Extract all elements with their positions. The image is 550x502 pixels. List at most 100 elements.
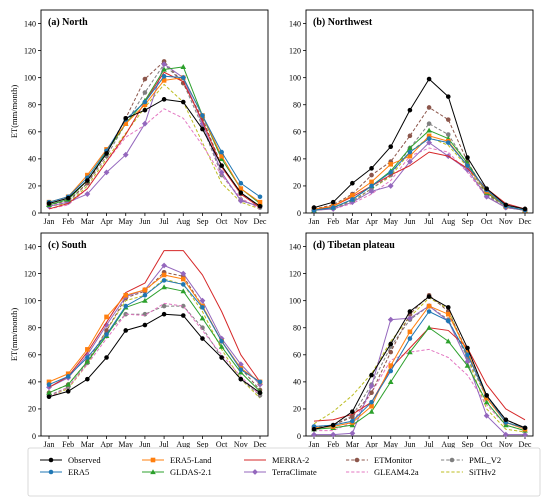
legend-entry-merra-2: MERRA-2 bbox=[244, 455, 309, 465]
data-point bbox=[464, 362, 471, 368]
data-point bbox=[445, 305, 451, 310]
data-point bbox=[142, 292, 148, 298]
data-point bbox=[484, 395, 489, 401]
series-merra-2 bbox=[313, 327, 526, 422]
x-tick-label: May bbox=[118, 217, 133, 226]
data-point bbox=[426, 303, 432, 309]
series-line-era5 bbox=[48, 279, 261, 386]
legend-entry-era5-land: ERA5-Land bbox=[142, 455, 212, 465]
data-point bbox=[103, 322, 110, 328]
panel-title: (b) Northwest bbox=[313, 17, 373, 28]
data-point bbox=[465, 352, 470, 358]
x-tick-label: Jul bbox=[424, 440, 434, 449]
data-point bbox=[257, 390, 263, 395]
data-point bbox=[465, 163, 470, 168]
y-tick-label: 40 bbox=[28, 155, 36, 164]
data-point bbox=[369, 372, 374, 378]
series-era5 bbox=[46, 74, 263, 205]
data-point bbox=[84, 358, 91, 364]
data-point bbox=[161, 74, 167, 79]
data-point bbox=[161, 262, 167, 269]
data-point bbox=[65, 374, 71, 379]
data-point bbox=[104, 151, 109, 156]
data-point bbox=[123, 328, 129, 333]
data-point bbox=[219, 153, 224, 159]
series-observed bbox=[311, 76, 528, 212]
data-point bbox=[161, 66, 167, 72]
x-tick-label: Jan bbox=[44, 440, 55, 449]
series-line-etmonitor bbox=[313, 294, 526, 429]
series-pml-v2 bbox=[311, 303, 528, 431]
y-tick-label: 100 bbox=[289, 73, 301, 82]
y-tick-label: 20 bbox=[293, 405, 301, 414]
legend-entry-pml-v2: PML_V2 bbox=[441, 455, 501, 465]
y-tick-label: 0 bbox=[32, 432, 36, 441]
data-point bbox=[426, 105, 432, 110]
data-point bbox=[350, 409, 355, 414]
series-era5 bbox=[311, 136, 528, 213]
x-tick-label: Nov bbox=[234, 217, 248, 226]
x-tick-label: Nov bbox=[234, 440, 248, 449]
x-tick-label: Aug bbox=[176, 217, 190, 226]
data-point bbox=[522, 431, 528, 438]
series-line-observed bbox=[313, 78, 526, 210]
legend-label: MERRA-2 bbox=[272, 455, 309, 465]
legend-entry-gleam4-2a: GLEAM4.2a bbox=[346, 467, 419, 477]
data-point bbox=[46, 389, 52, 395]
data-point bbox=[46, 394, 52, 400]
y-tick-label: 100 bbox=[289, 296, 301, 305]
legend-swatch-marker bbox=[48, 457, 54, 463]
legend-label: Observed bbox=[68, 455, 101, 465]
x-tick-label: Apr bbox=[365, 217, 378, 226]
data-point bbox=[161, 61, 167, 68]
data-point bbox=[465, 155, 470, 160]
legend-entry-gldas-2-1: GLDAS-2.1 bbox=[142, 467, 212, 477]
legend-entry-observed: Observed bbox=[40, 455, 101, 465]
data-point bbox=[484, 393, 489, 398]
series-sithv2 bbox=[48, 278, 261, 399]
data-point bbox=[180, 276, 186, 282]
x-tick-label: Dec bbox=[254, 440, 267, 449]
y-tick-label: 20 bbox=[28, 405, 36, 414]
data-point bbox=[369, 399, 374, 405]
y-tick-label: 120 bbox=[24, 46, 36, 55]
data-point bbox=[199, 120, 206, 127]
data-point bbox=[218, 343, 225, 349]
data-point bbox=[161, 97, 167, 102]
x-tick-label: Dec bbox=[254, 217, 267, 226]
legend-swatch-marker bbox=[252, 469, 258, 475]
data-point bbox=[368, 188, 375, 195]
data-point bbox=[350, 197, 355, 202]
legend-label: TerraClimate bbox=[272, 467, 317, 477]
plot-frame bbox=[305, 232, 534, 437]
series-line-merra-2 bbox=[313, 151, 526, 211]
data-point bbox=[142, 120, 148, 127]
series-gleam4-2a bbox=[314, 348, 526, 432]
plot-frame bbox=[40, 232, 269, 437]
legend-label: ERA5 bbox=[68, 467, 89, 477]
data-point bbox=[407, 329, 413, 335]
data-point bbox=[350, 180, 355, 186]
y-tick-label: 120 bbox=[24, 269, 36, 278]
data-point bbox=[161, 272, 167, 278]
legend-entry-etmonitor: ETMonitor bbox=[346, 455, 412, 465]
x-tick-label: Jan bbox=[309, 440, 320, 449]
y-tick-label: 120 bbox=[289, 269, 301, 278]
data-point bbox=[407, 133, 413, 139]
y-tick-label: 60 bbox=[293, 351, 301, 360]
legend-label: ETMonitor bbox=[374, 455, 412, 465]
data-point bbox=[65, 381, 71, 387]
data-point bbox=[199, 297, 206, 304]
data-point bbox=[219, 163, 224, 168]
x-tick-label: Jun bbox=[139, 217, 150, 226]
x-tick-label: May bbox=[383, 217, 398, 226]
data-point bbox=[180, 313, 186, 318]
panel-title: (d) Tibetan plateau bbox=[313, 240, 395, 251]
data-point bbox=[238, 367, 244, 372]
data-point bbox=[103, 169, 110, 176]
data-point bbox=[445, 311, 451, 317]
series-sithv2 bbox=[48, 83, 261, 210]
x-tick-label: Dec bbox=[519, 440, 532, 449]
y-tick-label: 0 bbox=[297, 432, 301, 441]
series-line-gleam4-2a bbox=[48, 108, 261, 210]
